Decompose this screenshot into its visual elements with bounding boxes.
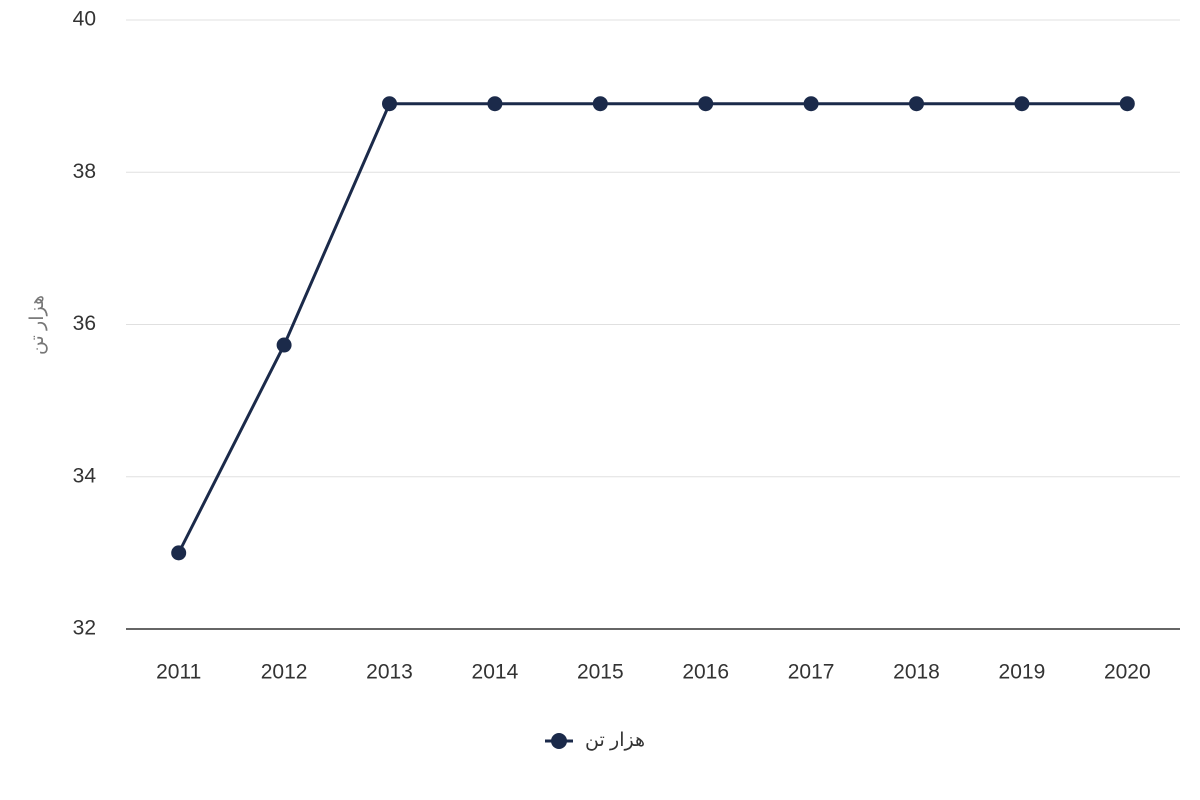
x-tick-label: 2018 — [893, 661, 940, 684]
x-tick-label: 2019 — [999, 661, 1046, 684]
data-point — [276, 337, 292, 353]
legend-label: هزار تن — [585, 730, 645, 751]
data-point — [803, 96, 819, 112]
x-tick-label: 2016 — [682, 661, 729, 684]
y-axis-label: هزار تن — [27, 295, 48, 355]
data-point — [909, 96, 924, 112]
y-tick-label: 34 — [73, 464, 97, 487]
y-tick-label: 38 — [73, 160, 96, 183]
x-tick-label: 2011 — [156, 661, 201, 684]
x-tick-label: 2013 — [366, 661, 413, 684]
series-line — [177, 102, 1128, 554]
data-point — [1119, 96, 1135, 112]
y-tick-label: 32 — [73, 617, 96, 640]
x-tick-label: 2020 — [1104, 661, 1151, 684]
data-point — [1014, 96, 1030, 112]
x-tick-label: 2015 — [577, 661, 624, 684]
y-tick-label: 36 — [73, 312, 96, 335]
data-point — [698, 96, 714, 112]
data-point — [382, 96, 397, 112]
x-tick-label: 2012 — [261, 661, 308, 684]
x-tick-label: 2017 — [788, 661, 835, 684]
data-point — [487, 96, 503, 112]
data-point — [592, 96, 608, 112]
y-tick-label: 40 — [73, 8, 96, 31]
x-tick-label: 2014 — [472, 661, 519, 684]
data-point — [171, 545, 187, 561]
legend-swatch-marker — [551, 733, 567, 749]
